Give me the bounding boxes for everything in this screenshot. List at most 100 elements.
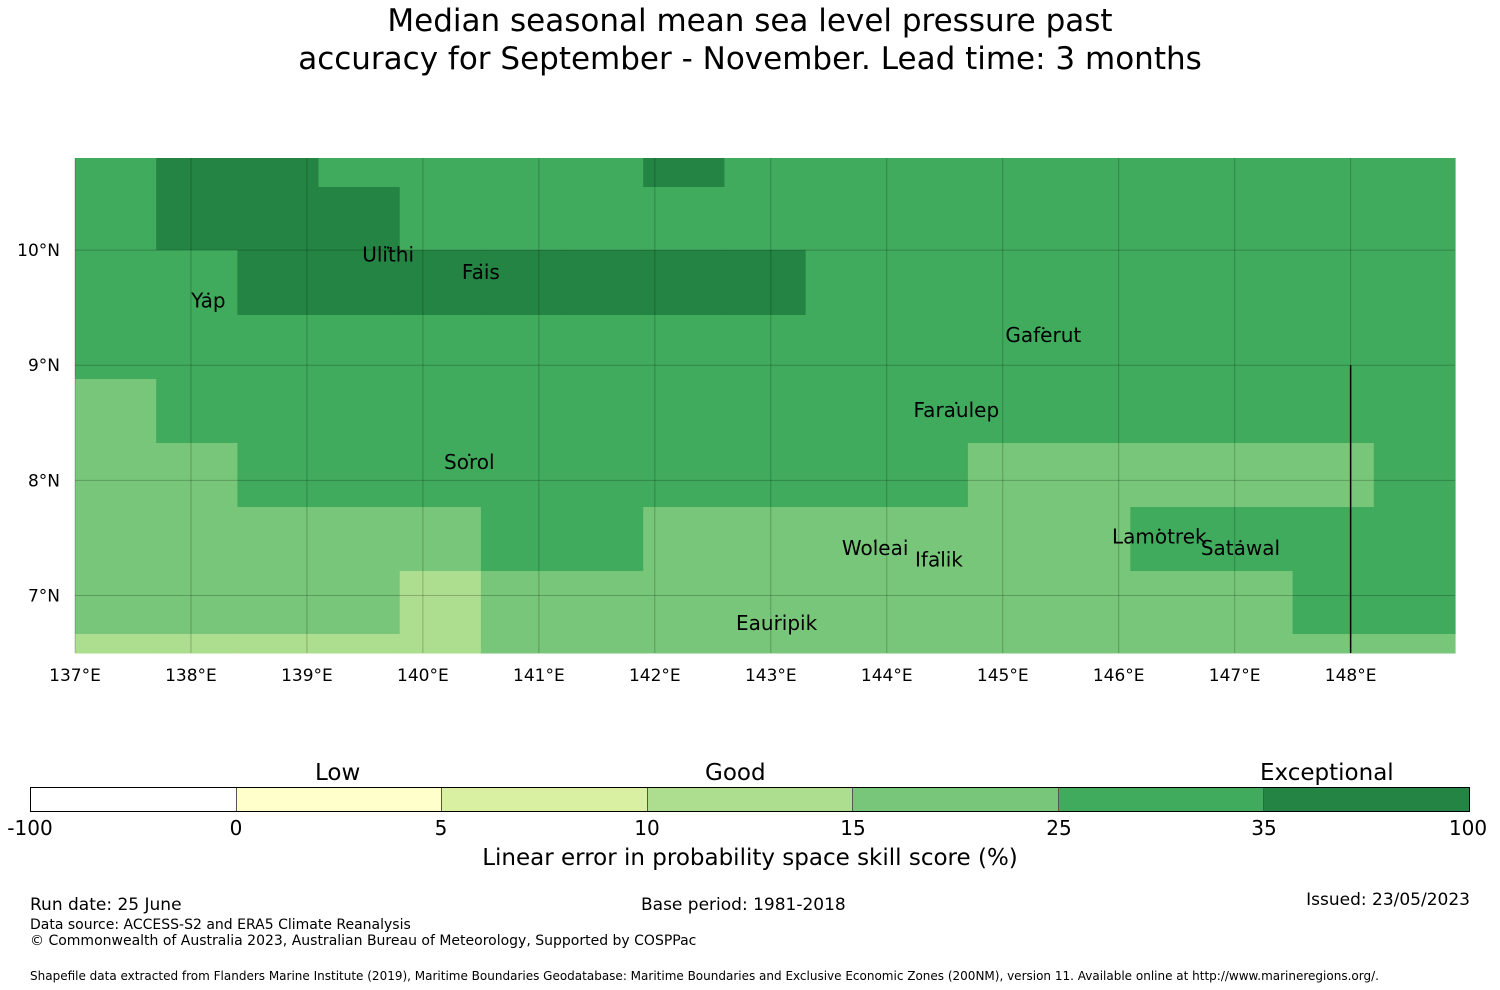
x-tick-label: 145°E [977, 666, 1029, 686]
grid-cell [1130, 379, 1213, 444]
grid-cell [399, 315, 482, 380]
island-dot [955, 401, 958, 405]
x-tick-label: 144°E [861, 666, 913, 686]
grid-cell [1292, 507, 1375, 572]
island-label: Yap [190, 289, 225, 313]
grid-cell [886, 379, 969, 444]
grid-cell [75, 158, 157, 188]
x-tick-label: 137°E [49, 666, 101, 686]
grid-cell [480, 507, 563, 572]
colorbar-tick: 0 [229, 816, 243, 840]
grid-cell [156, 250, 238, 316]
grid-cell [967, 187, 1050, 251]
grid-cell [156, 158, 238, 188]
grid-cell [724, 250, 807, 316]
grid-cell [237, 443, 320, 508]
grid-cell [562, 187, 644, 251]
grid-cell [1211, 158, 1294, 188]
colorbar-tick: 25 [1046, 816, 1072, 840]
grid-cell [562, 634, 644, 654]
island-label: Ulithi [362, 243, 414, 267]
category-exceptional: Exceptional [1260, 760, 1394, 786]
grid-cell [480, 187, 563, 251]
grid-cell [805, 187, 888, 251]
grid-cell [399, 187, 482, 251]
grid-cell [1211, 634, 1294, 654]
grid-cell [805, 379, 888, 444]
grid-cell [1292, 571, 1375, 635]
grid-cell [562, 158, 644, 188]
grid-cell [1049, 571, 1131, 635]
grid-cell [156, 379, 238, 444]
grid-cell [1373, 571, 1456, 635]
grid-cell [805, 443, 888, 508]
grid-cell [480, 315, 563, 380]
grid-cell [237, 187, 320, 251]
island-dot [775, 614, 778, 618]
grid-cell [724, 379, 807, 444]
grid-cell [724, 443, 807, 508]
grid-cell [1211, 379, 1294, 444]
grid-cell [886, 571, 969, 635]
y-tick-label: 7°N [28, 586, 60, 606]
grid-cell [318, 634, 401, 654]
island-dot [386, 246, 390, 249]
grid-cell [643, 571, 725, 635]
grid-cell [562, 315, 644, 380]
y-tick-label: 8°N [28, 471, 60, 491]
grid-cell [967, 634, 1050, 654]
grid-cell [318, 250, 401, 316]
x-tick-label: 139°E [281, 666, 333, 686]
grid-cell [480, 443, 563, 508]
grid-cell [1373, 250, 1456, 316]
colorbar-tick: 35 [1251, 816, 1277, 840]
grid-cell [967, 507, 1050, 572]
grid-cell [399, 250, 482, 316]
grid-cell [967, 571, 1050, 635]
island-dot [1239, 539, 1242, 543]
grid-cell [480, 250, 563, 316]
grid-cell [480, 571, 563, 635]
grid-cell [643, 187, 725, 251]
x-tick-label: 143°E [745, 666, 797, 686]
grid-cell [1049, 250, 1131, 316]
grid-cell [75, 315, 157, 380]
grid-cell [724, 158, 807, 188]
grid-cell [805, 250, 888, 316]
grid-cell [318, 158, 401, 188]
grid-cell [1049, 507, 1131, 572]
grid-cell [156, 315, 238, 380]
grid-cell [805, 571, 888, 635]
grid-cell [318, 443, 401, 508]
grid-cell [1373, 315, 1456, 380]
grid-cell [1130, 443, 1213, 508]
grid-cell [1049, 315, 1131, 380]
base-period: Base period: 1981-2018 [641, 895, 846, 915]
grid-cell [75, 507, 157, 572]
grid-cell [1211, 507, 1294, 572]
island-label: Eauripik [736, 611, 818, 635]
grid-cell [967, 250, 1050, 316]
grid-cell [1292, 443, 1375, 508]
grid-cell [237, 250, 320, 316]
grid-cell [886, 634, 969, 654]
island-dot [1042, 326, 1045, 330]
grid-cell [1373, 443, 1456, 508]
island-label: Satawal [1201, 536, 1280, 560]
x-tick-label: 141°E [513, 666, 565, 686]
grid-cell [805, 315, 888, 380]
island-label: Sorol [444, 450, 495, 474]
grid-cell [399, 571, 482, 635]
colorbar-tick: 5 [434, 816, 448, 840]
grid-cell [1049, 158, 1131, 188]
island-dot [207, 292, 210, 295]
colorbar-segment [235, 788, 442, 811]
y-tick-label: 9°N [28, 356, 60, 376]
x-tick-label: 146°E [1093, 666, 1145, 686]
grid-cell [399, 634, 482, 654]
x-tick-label: 142°E [629, 666, 681, 686]
grid-cell [480, 634, 563, 654]
grid-cell [643, 507, 725, 572]
grid-cell [886, 250, 969, 316]
